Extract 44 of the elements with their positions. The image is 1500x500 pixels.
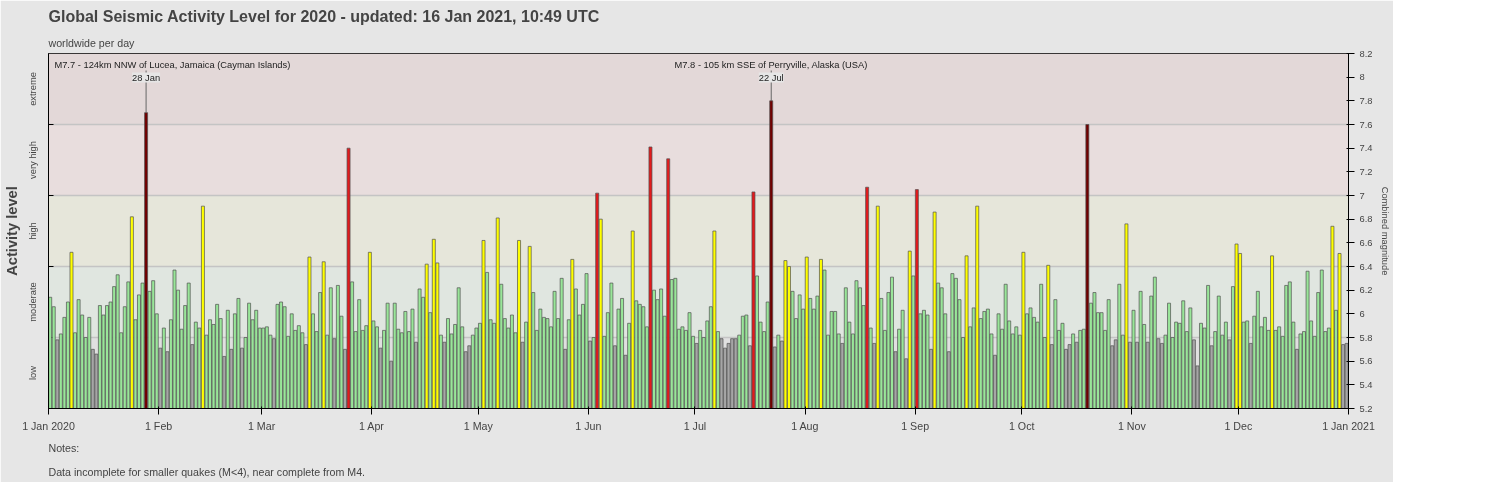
band-label: very high	[27, 141, 38, 179]
y-tick-label: 5.8	[1359, 332, 1373, 343]
y-tick-label: 7.8	[1359, 95, 1373, 106]
y-tick-label: 7	[1359, 190, 1365, 201]
x-tick-label: 1 Mar	[248, 419, 276, 432]
band-label: moderate	[27, 282, 38, 322]
y-axis-title: Combined magnitude	[1380, 186, 1391, 276]
x-tick-label: 1 Aug	[791, 419, 819, 432]
x-tick-label: 1 Feb	[144, 419, 173, 432]
y-tick-label: 6	[1359, 308, 1365, 319]
band-label: low	[27, 365, 38, 380]
band-label: extreme	[27, 72, 38, 106]
x-tick-label: 1 Oct	[1008, 419, 1035, 432]
y-tick-label: 8.2	[1359, 48, 1373, 59]
annotation: 28 Jan	[132, 72, 161, 83]
y-tick-label: 6.4	[1359, 261, 1373, 272]
annotation: M7.8 - 105 km SSE of Perryville, Alaska (USA)	[674, 59, 868, 70]
y-tick-label: 7.6	[1359, 119, 1373, 130]
x-tick-label: 1 Jun	[575, 419, 602, 432]
x-tick-label: 1 Sep	[901, 419, 930, 432]
y-tick-label: 7.4	[1359, 143, 1373, 154]
x-tick-label: 1 Jan 2021	[1322, 419, 1375, 432]
x-tick-label: 1 Nov	[1117, 419, 1147, 432]
y-tick-label: 7.2	[1359, 166, 1373, 177]
y-tick-label: 6.6	[1359, 237, 1373, 248]
chart-title: Global Seismic Activity Level for 2020 - updated: 16 Jan 2021, 10:49 UTC	[48, 7, 600, 25]
band-label: high	[27, 222, 38, 240]
y-tick-label: 6.2	[1359, 285, 1373, 296]
y-tick-label: 6.8	[1359, 214, 1373, 225]
legend-title: Activity level	[3, 186, 20, 276]
x-tick-label: 1 May	[463, 419, 494, 432]
annotation: 22 Jul	[758, 72, 784, 83]
x-tick-label: 1 Jul	[683, 419, 707, 432]
x-tick-label: 1 Jan 2020	[22, 419, 75, 432]
y-tick-label: 8	[1359, 72, 1365, 83]
x-tick-label: 1 Apr	[358, 419, 385, 432]
y-tick-label: 5.2	[1359, 403, 1373, 414]
y-tick-label: 5.4	[1359, 379, 1373, 390]
text: Data incomplete for smaller quakes (M<4), near complete from M4.	[48, 465, 366, 478]
x-tick-label: 1 Dec	[1224, 419, 1253, 432]
y-tick-label: 5.6	[1359, 356, 1373, 367]
annotation: M7.7 - 124km NNW of Lucea, Jamaica (Cayman Islands)	[54, 59, 291, 70]
text: Notes:	[48, 441, 80, 454]
chart-subtitle: worldwide per day	[47, 36, 136, 49]
